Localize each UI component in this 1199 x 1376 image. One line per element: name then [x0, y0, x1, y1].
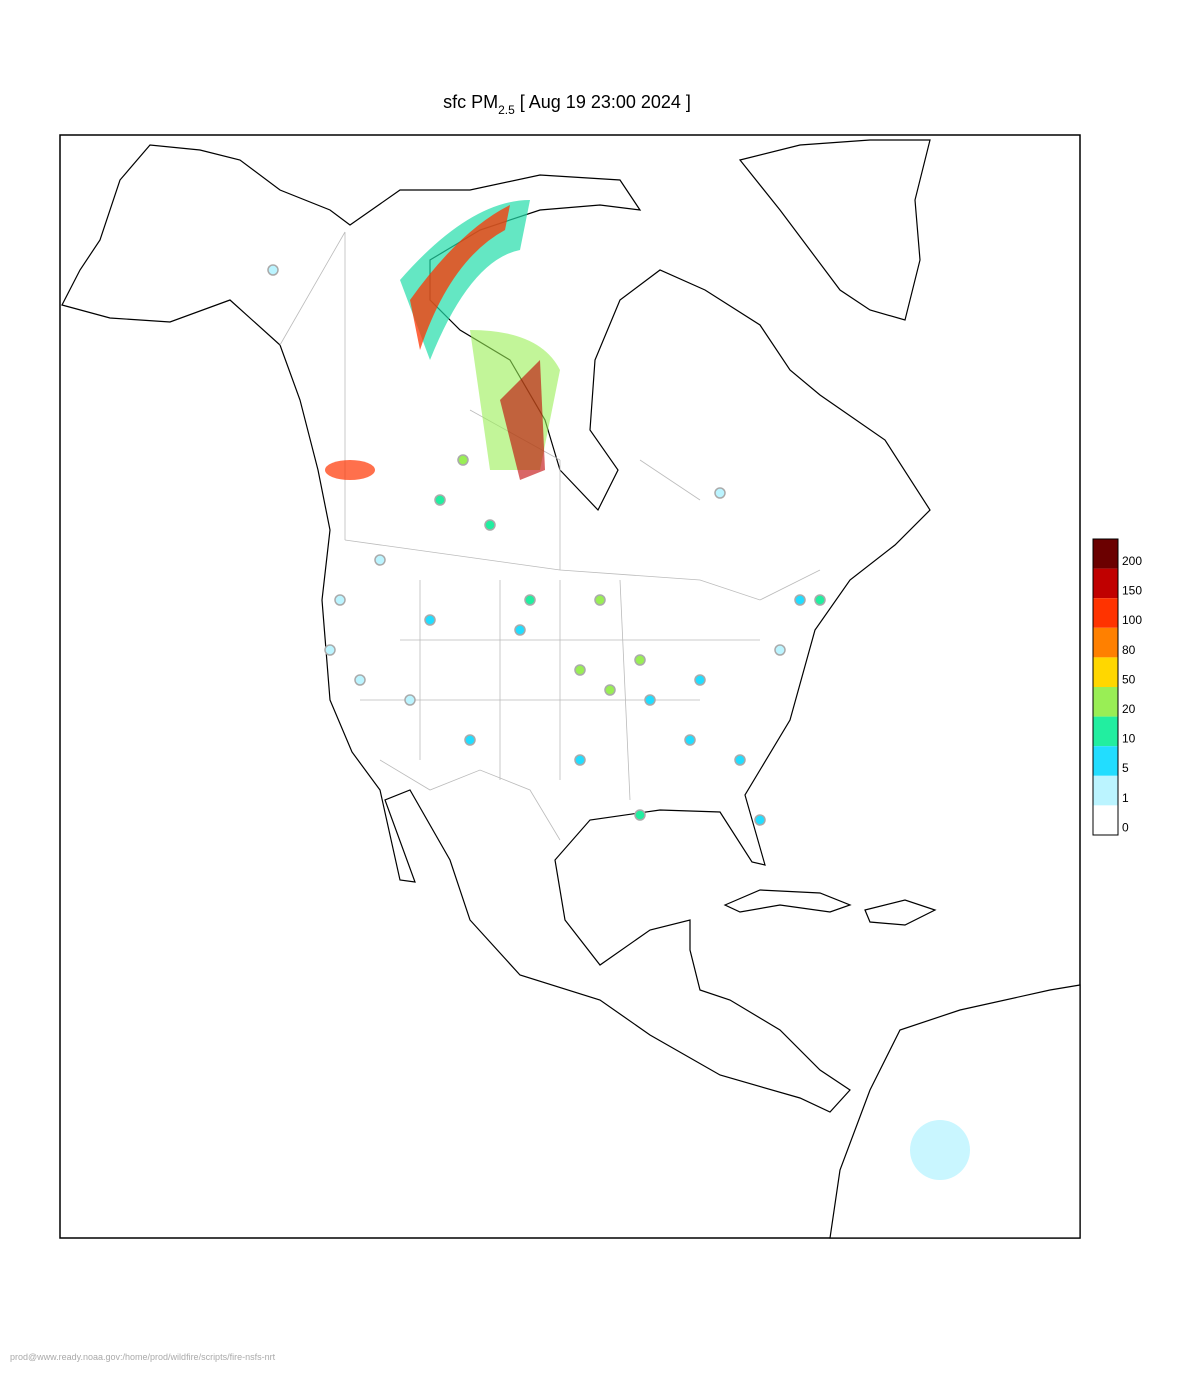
legend-swatch	[1093, 568, 1118, 599]
title-time: [ Aug 19 23:00 2024 ]	[520, 92, 691, 112]
legend-label: 0	[1122, 820, 1129, 834]
legend-swatch	[1093, 687, 1118, 717]
title: sfc PM2.5 [ Aug 19 23:00 2024 ]	[443, 92, 691, 117]
footer-path: prod@www.ready.noaa.gov:/home/prod/wildf…	[10, 1352, 276, 1362]
legend-label: 20	[1122, 702, 1136, 716]
legend-label: 1	[1122, 791, 1129, 805]
legend-swatch	[1093, 805, 1118, 835]
title-main: sfc PM	[443, 92, 498, 112]
legend-swatch	[1093, 716, 1118, 747]
legend-swatch	[1093, 657, 1118, 687]
legend-label: 50	[1122, 672, 1136, 686]
legend-label: 200	[1122, 554, 1142, 568]
legend-label: 150	[1122, 584, 1142, 598]
title-subscript: 2.5	[498, 103, 515, 117]
legend-label: 100	[1122, 613, 1142, 627]
legend-label: 10	[1122, 732, 1136, 746]
legend-swatch	[1093, 539, 1118, 569]
legend-frame	[1092, 538, 1119, 836]
map	[59, 134, 1081, 1239]
legend-label: 80	[1122, 643, 1136, 657]
legend-label: 5	[1122, 761, 1129, 775]
legend-swatch	[1093, 775, 1118, 806]
legend-swatch	[1093, 598, 1118, 628]
legend-swatch	[1093, 746, 1118, 776]
legend-swatch	[1093, 627, 1118, 658]
